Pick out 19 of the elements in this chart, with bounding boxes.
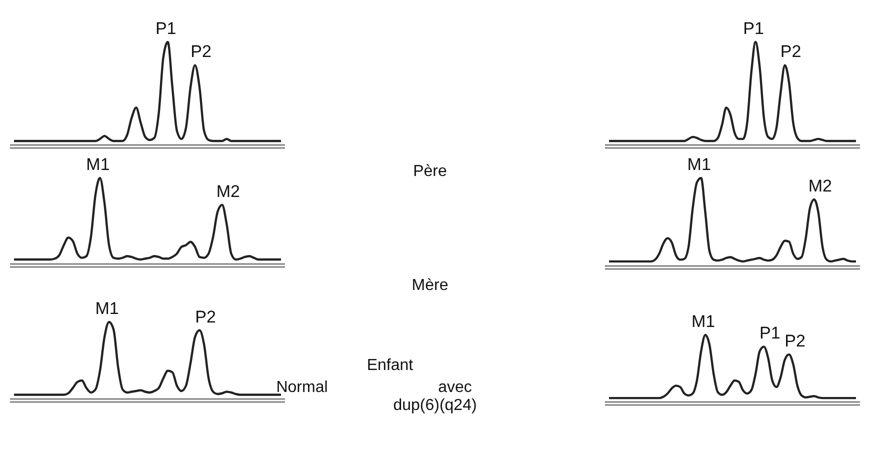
annotation: M2 bbox=[216, 182, 240, 201]
annotation: P2 bbox=[784, 332, 806, 350]
annotation: M2 bbox=[808, 176, 832, 196]
text: P1 bbox=[743, 19, 764, 38]
annotation: P2 bbox=[190, 42, 212, 62]
text: Père bbox=[413, 163, 447, 180]
text: dup(6)(q24) bbox=[393, 397, 477, 414]
text: P1 bbox=[155, 19, 176, 38]
text: M1 bbox=[687, 155, 711, 174]
annotation: P2 bbox=[780, 42, 802, 62]
text: avec bbox=[438, 379, 472, 396]
text: Mère bbox=[412, 277, 448, 294]
text: M1 bbox=[86, 155, 110, 174]
annotation: P2 bbox=[195, 307, 216, 326]
text: M1 bbox=[95, 299, 119, 318]
annotation: P1 bbox=[760, 324, 780, 343]
text: M1 bbox=[691, 312, 716, 331]
annotation: Normal bbox=[276, 379, 328, 396]
text: Enfant bbox=[366, 357, 414, 374]
